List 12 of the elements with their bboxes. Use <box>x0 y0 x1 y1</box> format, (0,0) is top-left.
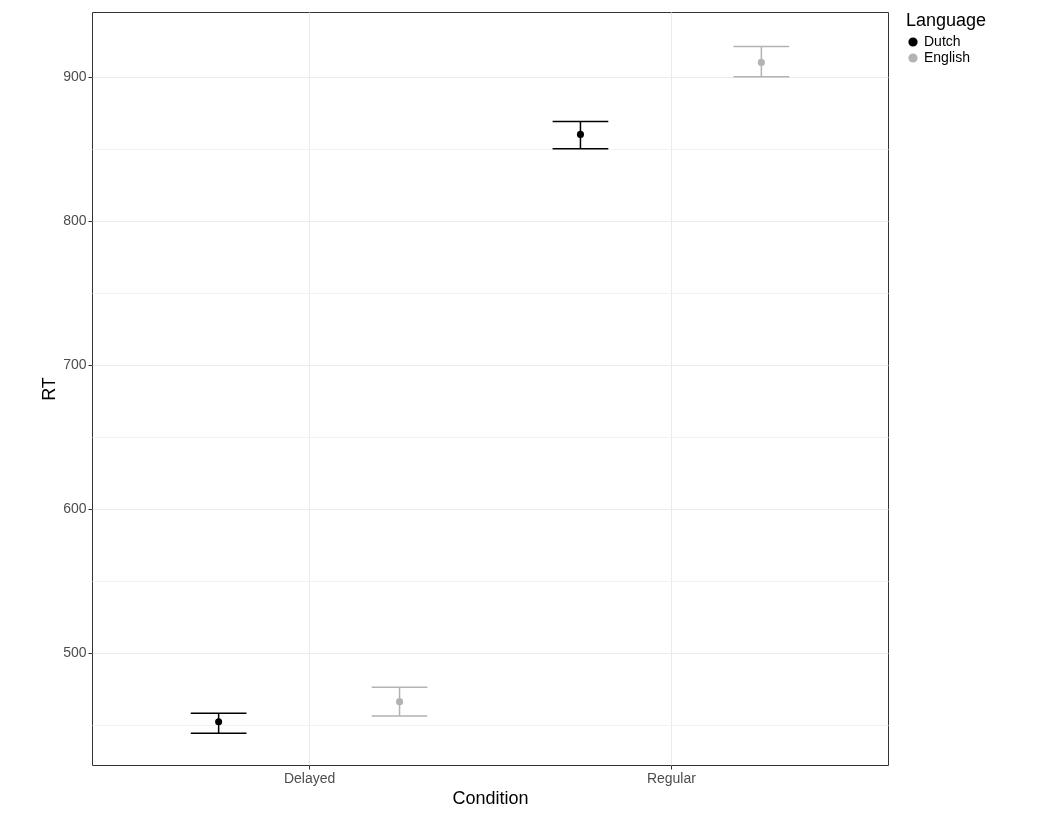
y-axis-title: RT <box>39 377 60 401</box>
y-tick-label: 500 <box>63 644 87 661</box>
x-tick-label: Regular <box>646 769 697 786</box>
x-tick-label: Delayed <box>283 769 336 786</box>
y-tick-label: 800 <box>63 212 87 229</box>
x-axis-title: Condition <box>452 787 529 808</box>
legend-label: English <box>924 49 970 65</box>
legend-label: Dutch <box>924 33 961 49</box>
y-tick-label: 600 <box>63 500 87 517</box>
y-tick-label: 700 <box>63 356 87 373</box>
y-tick-label: 900 <box>63 68 87 85</box>
legend-title: Language <box>906 10 987 30</box>
